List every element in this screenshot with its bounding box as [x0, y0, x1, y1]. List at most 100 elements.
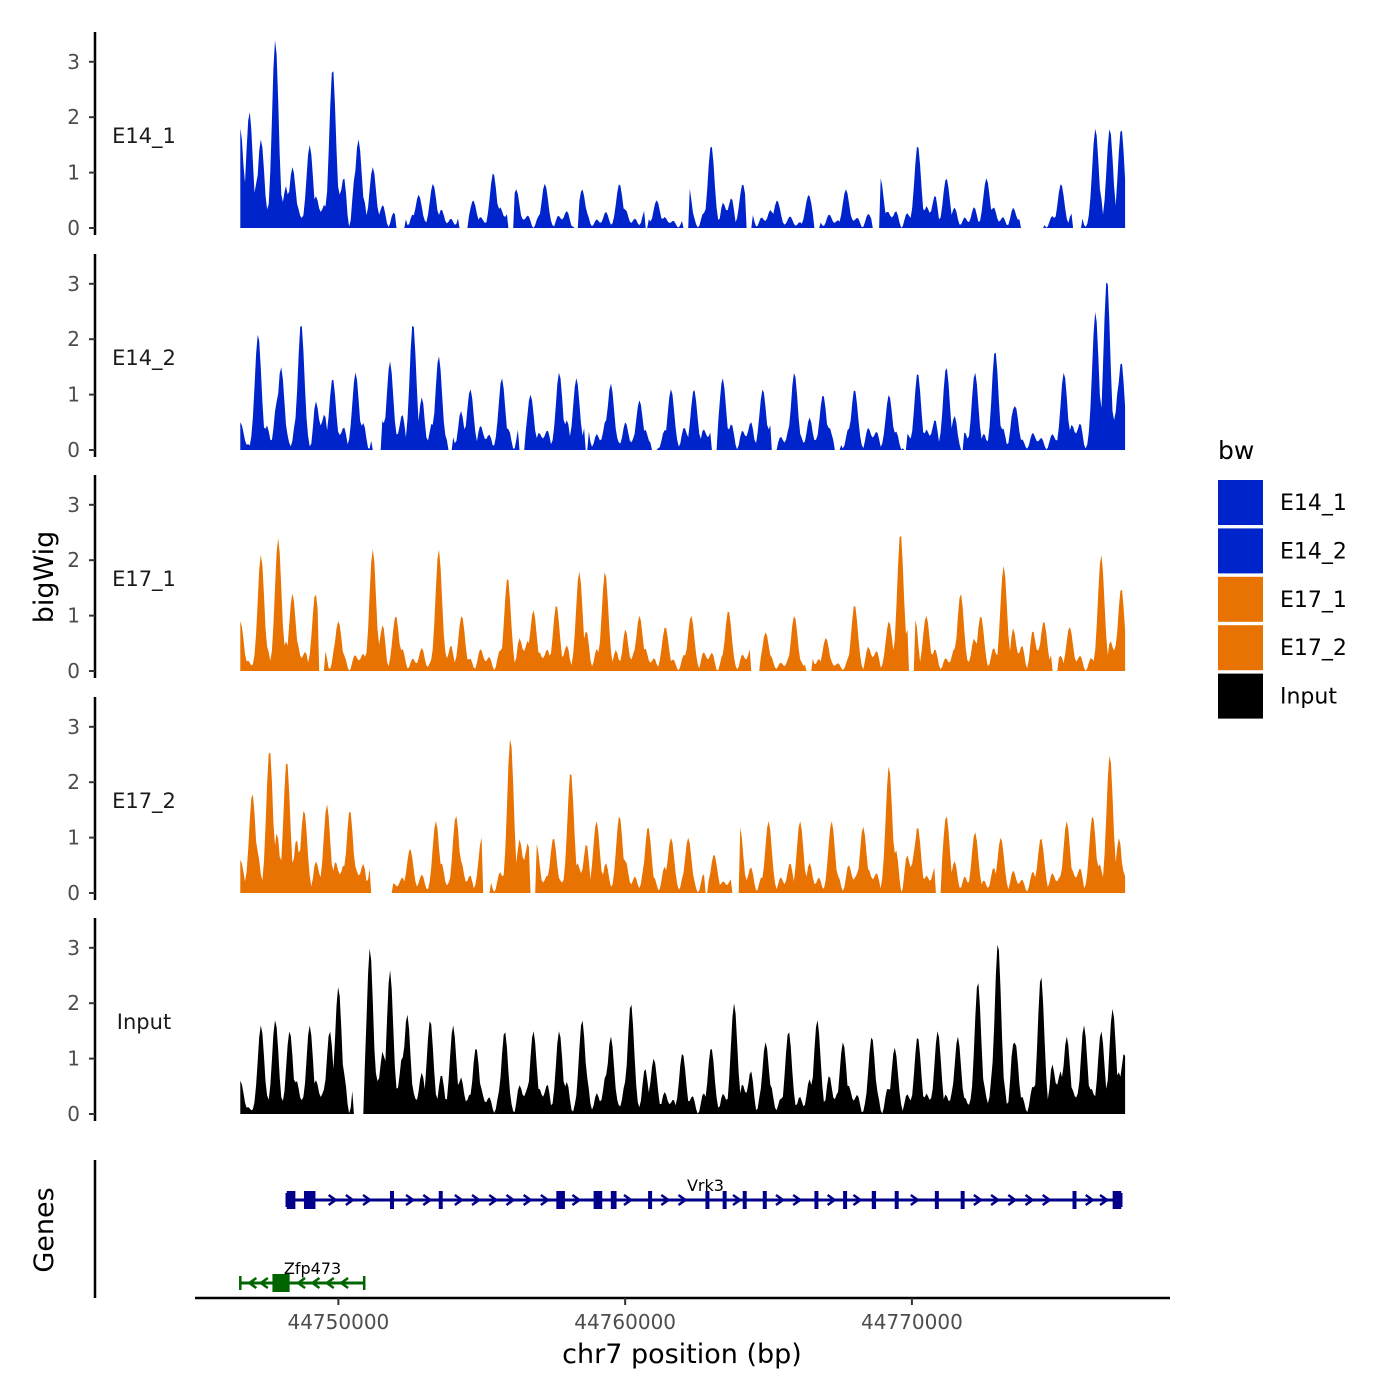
exon — [722, 1191, 727, 1209]
exon — [934, 1191, 939, 1209]
strand-chevron — [677, 1193, 688, 1207]
y-tick-label: 2 — [67, 770, 80, 794]
exon — [648, 1191, 653, 1209]
legend-title: bw — [1218, 436, 1254, 465]
strand-chevron — [660, 1193, 671, 1207]
y-tick-label: 2 — [67, 991, 80, 1015]
exon — [1112, 1191, 1122, 1209]
exon — [390, 1191, 394, 1209]
exon — [843, 1191, 848, 1209]
strand-chevron — [623, 1193, 634, 1207]
track-Input: 0 1 2 3 Input — [67, 918, 1126, 1126]
legend-label-E14_1: E14_1 — [1280, 491, 1347, 516]
strand-chevron — [362, 1193, 373, 1207]
y-tick-label: 0 — [67, 1102, 80, 1126]
exon — [272, 1274, 290, 1292]
strand-chevron — [732, 1193, 743, 1207]
strand-chevron — [1024, 1193, 1035, 1207]
x-axis: 44750000 44760000 44770000 — [195, 1296, 1170, 1334]
y-tick-label: 1 — [67, 383, 80, 407]
track-E17_1: 0 1 2 3 E17_1 — [67, 475, 1126, 683]
strand-chevron — [324, 1276, 335, 1290]
gene-Vrk3: Vrk3 — [285, 1176, 1123, 1209]
strand-chevron — [310, 1276, 321, 1290]
legend-label-E14_2: E14_2 — [1280, 539, 1347, 564]
strand-chevron — [792, 1193, 803, 1207]
y-tick-label: 0 — [67, 881, 80, 905]
strand-chevron — [571, 1193, 582, 1207]
exon — [610, 1191, 617, 1209]
strand-chevron — [826, 1193, 837, 1207]
track-label-E17_1: E17_1 — [112, 567, 176, 592]
y-tick-label: 3 — [67, 272, 80, 296]
exon — [705, 1191, 710, 1209]
exon — [303, 1191, 316, 1209]
coverage-area-E17_1 — [240, 535, 1126, 671]
strand-chevron — [1099, 1193, 1110, 1207]
strand-chevron — [454, 1193, 464, 1207]
exon — [556, 1191, 565, 1209]
y-tick-label: 3 — [67, 50, 80, 74]
strand-chevron — [327, 1193, 338, 1207]
genes-axis-title: Genes — [29, 1187, 60, 1272]
track-label-Input: Input — [117, 1010, 171, 1034]
coverage-tracks: 0 1 2 3 E14_1 0 1 2 3 E14_2 0 1 2 3 E17_1 0 1 2 3 E17_2 0 1 2 3… — [67, 32, 1126, 1126]
legend-key-Input — [1218, 673, 1263, 719]
track-E17_2: 0 1 2 3 E17_2 — [67, 697, 1126, 905]
strand-chevron — [247, 1276, 258, 1290]
y-tick-label: 0 — [67, 659, 80, 683]
y-tick-label: 3 — [67, 715, 80, 739]
strand-chevron — [540, 1193, 551, 1207]
track-E14_2: 0 1 2 3 E14_2 — [67, 254, 1126, 462]
strand-chevron — [488, 1193, 499, 1207]
exon — [762, 1191, 767, 1209]
gene-label-Vrk3: Vrk3 — [687, 1176, 724, 1195]
y-tick-label: 0 — [67, 216, 80, 240]
exon — [438, 1191, 443, 1209]
y-tick-label: 3 — [67, 936, 80, 960]
y-tick-label: 1 — [67, 161, 80, 185]
y-tick-label: 2 — [67, 327, 80, 351]
strand-chevron — [910, 1193, 920, 1207]
exon — [286, 1191, 296, 1209]
legend-key-E14_2 — [1218, 528, 1263, 574]
coverage-area-E17_2 — [240, 739, 1126, 893]
x-tick-label: 44760000 — [574, 1310, 676, 1334]
x-tick-label: 44770000 — [861, 1310, 963, 1334]
coverage-area-E14_2 — [240, 282, 1126, 450]
legend-label-Input: Input — [1280, 685, 1337, 710]
track-E14_1: 0 1 2 3 E14_1 — [67, 32, 1126, 240]
strand-chevron — [405, 1193, 416, 1207]
track-label-E14_2: E14_2 — [112, 346, 176, 371]
strand-chevron — [775, 1193, 786, 1207]
legend-key-E14_1 — [1218, 480, 1263, 525]
exon — [742, 1191, 747, 1209]
exon — [1072, 1191, 1077, 1209]
strand-chevron — [422, 1193, 433, 1207]
strand-chevron — [471, 1193, 482, 1207]
strand-chevron — [522, 1193, 533, 1207]
strand-chevron — [338, 1276, 349, 1290]
y-tick-label: 1 — [67, 1047, 80, 1071]
gene-Zfp473: Zfp473 — [239, 1259, 366, 1292]
exon — [814, 1191, 819, 1209]
legend-key-E17_2 — [1218, 625, 1263, 671]
coverage-area-E14_1 — [240, 40, 1126, 229]
track-label-E14_1: E14_1 — [112, 124, 176, 149]
strand-chevron — [295, 1276, 306, 1290]
strand-chevron — [505, 1193, 516, 1207]
y-tick-label: 1 — [67, 826, 80, 850]
legend-label-E17_2: E17_2 — [1280, 636, 1347, 661]
x-tick-label: 44750000 — [287, 1310, 389, 1334]
strand-chevron — [1084, 1193, 1095, 1207]
y-tick-label: 3 — [67, 493, 80, 517]
gene-track: Vrk3 Zfp473 — [93, 1160, 1123, 1298]
strand-chevron — [258, 1276, 269, 1290]
exon — [960, 1191, 965, 1209]
track-label-E17_2: E17_2 — [112, 789, 176, 814]
y-tick-label: 0 — [67, 438, 80, 462]
legend-label-E17_1: E17_1 — [1280, 588, 1347, 613]
strand-chevron — [852, 1193, 863, 1207]
strand-chevron — [990, 1193, 1001, 1207]
